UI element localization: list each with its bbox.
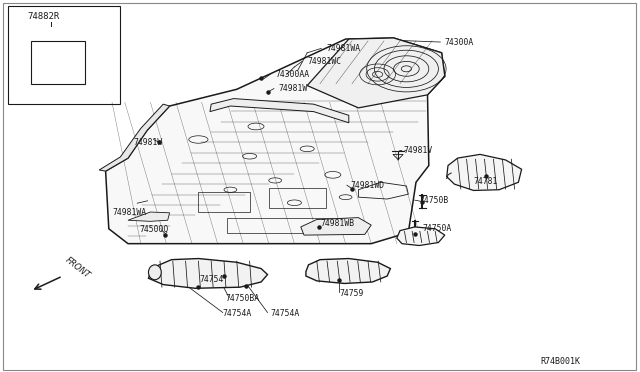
Text: 74981W: 74981W — [278, 84, 308, 93]
Text: FRONT: FRONT — [64, 256, 92, 280]
Polygon shape — [148, 259, 268, 288]
Text: 74781: 74781 — [474, 177, 498, 186]
Text: 74981V: 74981V — [403, 146, 433, 155]
Polygon shape — [128, 212, 170, 221]
Text: 74882R: 74882R — [27, 12, 59, 20]
Bar — [31, 41, 85, 84]
Polygon shape — [106, 38, 445, 244]
Text: 74981WD: 74981WD — [351, 181, 385, 190]
Text: 74750BA: 74750BA — [225, 294, 259, 303]
Text: 74981WA: 74981WA — [326, 44, 360, 53]
Ellipse shape — [148, 265, 161, 280]
Bar — [269, 188, 326, 208]
Polygon shape — [397, 227, 445, 246]
Text: 74981W: 74981W — [133, 138, 163, 147]
Text: 74300AA: 74300AA — [275, 70, 309, 79]
Text: 74750A: 74750A — [422, 224, 452, 233]
Polygon shape — [210, 99, 349, 123]
Text: 74981WA: 74981WA — [112, 208, 146, 217]
Bar — [198, 192, 250, 212]
Polygon shape — [307, 38, 445, 108]
Text: 74300A: 74300A — [445, 38, 474, 47]
Text: 74750B: 74750B — [419, 196, 449, 205]
Text: 74754A: 74754A — [223, 309, 252, 318]
Polygon shape — [99, 104, 170, 171]
Bar — [8, 6, 120, 104]
Text: R74B001K: R74B001K — [541, 357, 581, 366]
Text: 74759: 74759 — [339, 289, 364, 298]
Polygon shape — [301, 218, 371, 235]
Polygon shape — [447, 154, 522, 190]
Polygon shape — [306, 259, 390, 283]
Text: 74754A: 74754A — [270, 309, 300, 318]
Text: 74754: 74754 — [200, 275, 224, 284]
Bar — [227, 218, 349, 232]
Text: 74981WB: 74981WB — [320, 219, 354, 228]
Text: 74500Q: 74500Q — [140, 225, 169, 234]
Text: 74981WC: 74981WC — [307, 57, 341, 66]
